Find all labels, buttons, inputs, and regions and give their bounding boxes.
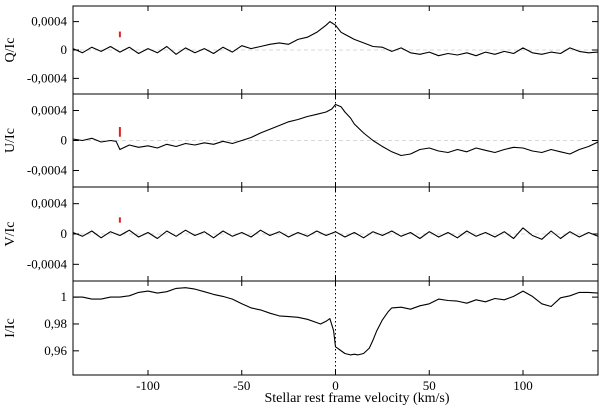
x-tick-label: -50 (233, 378, 250, 393)
y-axis-label: I/Ic (3, 318, 18, 337)
panel-frame (72, 280, 599, 376)
x-axis-label: Stellar rest frame velocity (km/s) (264, 391, 449, 406)
y-tick-label: 1 (61, 289, 68, 304)
y-axis-label: U/Ic (3, 128, 18, 153)
series-line-q-ic (72, 21, 599, 57)
x-tick-label: 0 (332, 378, 339, 393)
y-tick-label: 0 (61, 42, 68, 57)
y-tick-label: 0 (61, 133, 68, 148)
y-axis-label: Q/Ic (3, 38, 18, 63)
panel-3: 1 0,98 0,96 I/Ic -100 -50 0 50 100 (3, 280, 599, 393)
chart-panels: 0,00040-0,0004Q/Ic0,00040-0,0004U/Ic0,00… (3, 5, 599, 393)
series-line-v-ic (72, 227, 599, 240)
panel-0: 0,0004 0 -0,0004 Q/Ic (3, 5, 599, 95)
y-tick-label: 0,0004 (31, 14, 67, 29)
y-tick-label: 0,0004 (31, 196, 67, 211)
series-line-u-ic (72, 103, 599, 157)
x-tick-label: -100 (136, 378, 160, 393)
panel-1: 0,0004 0 -0,0004 U/Ic (3, 93, 599, 188)
panel-2: 0,0004 0 -0,0004 V/Ic (3, 186, 599, 282)
y-tick-label: 0 (61, 226, 68, 241)
y-tick-label: 0,98 (44, 316, 67, 331)
x-tick-label: 50 (423, 378, 436, 393)
y-tick-label: -0,0004 (27, 70, 68, 85)
series-line-i-ic (73, 287, 599, 356)
y-tick-label: 0,96 (44, 343, 67, 358)
y-axis-label: V/Ic (3, 222, 18, 247)
y-tick-label: 0,0004 (31, 103, 67, 118)
x-tick-label: 100 (513, 378, 533, 393)
y-tick-label: -0,0004 (27, 163, 68, 178)
y-tick-label: -0,0004 (27, 256, 68, 271)
